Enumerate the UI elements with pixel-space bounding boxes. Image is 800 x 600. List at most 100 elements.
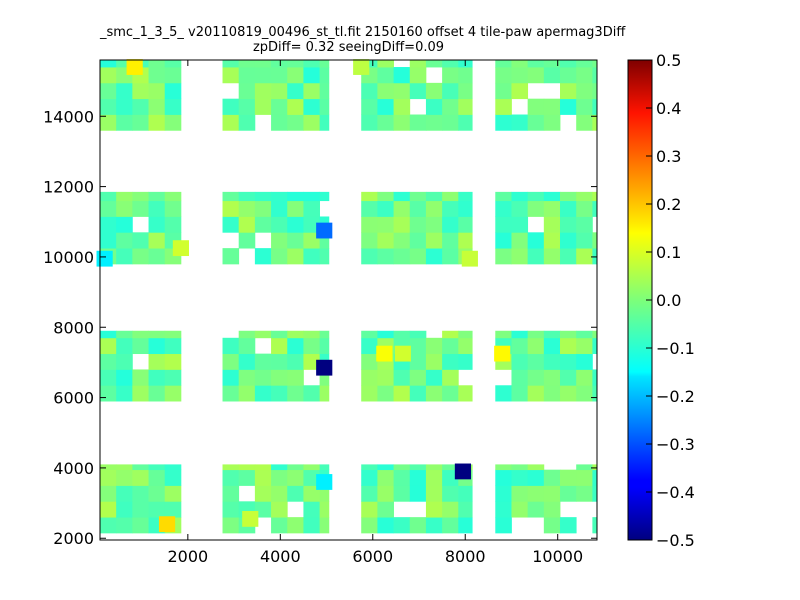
heatmap-cell: [254, 200, 272, 217]
heatmap-cell: [576, 232, 593, 249]
heatmap-cell: [442, 114, 459, 131]
heatmap-cell: [222, 464, 240, 471]
heatmap-cell: [164, 469, 182, 486]
heatmap-cell: [164, 353, 182, 370]
heatmap-cell: [458, 67, 473, 84]
heatmap-cell: [100, 191, 117, 202]
heatmap-cell: [100, 67, 117, 84]
heatmap-cell: [409, 337, 427, 355]
heatmap-cell: [393, 216, 411, 233]
heatmap-cell: [511, 60, 529, 68]
heatmap-cell: [319, 248, 330, 265]
heatmap-cell: [377, 248, 394, 265]
heatmap-cell: [576, 337, 593, 355]
heatmap-cell: [458, 98, 473, 115]
heatmap-cell: [543, 67, 561, 84]
heatmap-cell: [164, 67, 182, 84]
heatmap-cell: [576, 67, 593, 84]
heatmap-cell: [511, 114, 529, 131]
heatmap-cell: [303, 248, 320, 265]
heatmap-cell: [100, 82, 117, 100]
heatmap-cell: [148, 232, 166, 249]
heatmap-cell: [303, 330, 320, 339]
heatmap-cell: [543, 337, 561, 355]
heatmap-cell: [425, 248, 443, 265]
x-tick-label: 4000: [260, 547, 301, 566]
heatmap-cell: [560, 385, 577, 402]
heatmap-cell: [442, 337, 459, 355]
heatmap-cell: [425, 200, 443, 217]
heatmap-cell: [319, 98, 330, 115]
heatmap-cell: [543, 369, 561, 386]
heatmap-cell: [116, 82, 133, 100]
heatmap-cell: [303, 485, 320, 502]
heatmap-cell: [511, 67, 529, 84]
heatmap-cell: [271, 232, 288, 249]
heatmap-cell: [377, 98, 394, 115]
heatmap-cell: [222, 216, 240, 233]
heatmap-cell: [377, 369, 394, 386]
heatmap-cell: [560, 232, 577, 249]
heatmap-cell: [409, 82, 427, 100]
heatmap-cell: [148, 67, 166, 84]
heatmap-cell: [393, 191, 411, 202]
heatmap-cell: [425, 216, 443, 233]
x-tick-label: 2000: [167, 547, 208, 566]
heatmap-cell: [238, 337, 256, 355]
heatmap-cell: [442, 330, 459, 339]
heatmap-cell: [409, 114, 427, 131]
heatmap-cell: [319, 385, 330, 402]
heatmap-cell: [576, 330, 593, 339]
heatmap-cell: [319, 501, 330, 518]
heatmap-cell: [442, 353, 459, 370]
heatmap-cell: [100, 330, 117, 339]
heatmap-cell: [409, 248, 427, 265]
heatmap-cell: [238, 369, 256, 386]
heatmap-cell: [495, 200, 512, 217]
heatmap-cell: [222, 67, 240, 84]
heatmap-cell: [576, 60, 593, 68]
heatmap-cell: [458, 385, 473, 402]
heatmap-cell: [592, 464, 598, 471]
heatmap-cell: [148, 485, 166, 502]
heatmap-cell: [592, 330, 598, 339]
x-tick-label: 10000: [532, 547, 583, 566]
heatmap-cell: [238, 469, 256, 486]
heatmap-cell: [458, 216, 473, 233]
heatmap-cell: [409, 485, 427, 502]
heatmap-cell: [527, 469, 545, 486]
heatmap-cell: [458, 200, 473, 217]
heatmap-cell: [425, 191, 443, 202]
heatmap-cell: [560, 98, 577, 115]
heatmap-cell: [495, 67, 512, 84]
heatmap-cell: [238, 464, 256, 471]
heatmap-cell: [222, 248, 240, 265]
heatmap-cell: [511, 464, 529, 471]
heatmap-cell: [303, 98, 320, 115]
heatmap-cell: [132, 385, 149, 402]
heatmap-cell: [377, 469, 394, 486]
heatmap-cell: [271, 330, 288, 339]
heatmap-cell: [100, 98, 117, 115]
heatmap-cell: [148, 385, 166, 402]
heatmap-cell: [409, 353, 427, 370]
heatmap-cell: [361, 330, 378, 339]
heatmap-cell: [164, 369, 182, 386]
heatmap-cell: [495, 98, 512, 115]
heatmap-cell: [303, 469, 320, 486]
heatmap-cell: [511, 385, 529, 402]
heatmap-outlier-cell: [316, 474, 333, 490]
heatmap-cell: [164, 385, 182, 402]
heatmap-cell: [495, 248, 512, 265]
heatmap-cell: [319, 369, 330, 386]
heatmap-cell: [116, 501, 133, 518]
heatmap-cell: [495, 232, 512, 249]
heatmap-outlier-cell: [172, 240, 189, 257]
heatmap-cell: [592, 337, 598, 355]
heatmap-cell: [592, 82, 598, 100]
heatmap-cell: [303, 114, 320, 131]
heatmap-cell: [442, 369, 459, 386]
heatmap-cell: [576, 464, 593, 471]
heatmap-cell: [442, 98, 459, 115]
heatmap-cell: [100, 200, 117, 217]
